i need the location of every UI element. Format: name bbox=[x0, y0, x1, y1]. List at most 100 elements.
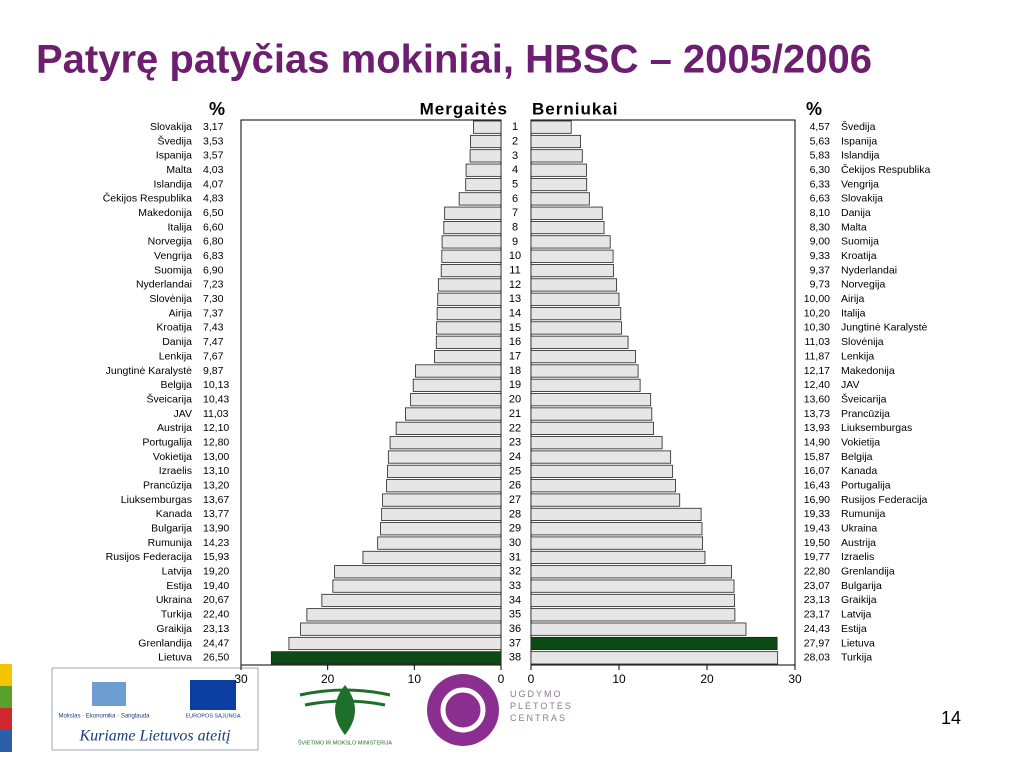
value-label: 16,90 bbox=[804, 494, 830, 506]
value-label: 12,80 bbox=[203, 436, 229, 448]
category-label: Norvegija bbox=[148, 236, 193, 248]
rank-label: 23 bbox=[509, 437, 521, 449]
category-label: Slovakija bbox=[841, 193, 883, 205]
value-label: 11,03 bbox=[805, 336, 831, 348]
bar bbox=[530, 550, 706, 565]
bar bbox=[389, 436, 502, 450]
value-label: 22,80 bbox=[804, 566, 830, 578]
bar bbox=[387, 464, 502, 478]
bar bbox=[334, 565, 502, 579]
value-label: 10,20 bbox=[804, 307, 830, 319]
rank-label: 38 bbox=[509, 652, 521, 664]
bar bbox=[530, 163, 587, 177]
x-tick-label: 10 bbox=[612, 672, 626, 686]
category-label: Lenkija bbox=[159, 350, 192, 362]
bar bbox=[530, 321, 623, 335]
category-label: Danija bbox=[162, 336, 192, 348]
value-label: 24,43 bbox=[804, 623, 830, 635]
rank-label: 2 bbox=[512, 135, 518, 147]
category-label: Malta bbox=[166, 164, 192, 176]
bar bbox=[435, 335, 502, 349]
bar bbox=[530, 393, 652, 407]
value-label: 10,43 bbox=[203, 393, 229, 405]
rank-label: 26 bbox=[509, 480, 521, 492]
bar bbox=[530, 565, 733, 579]
category-label: Islandija bbox=[153, 178, 192, 190]
rank-label: 21 bbox=[509, 408, 521, 420]
value-label: 23,07 bbox=[804, 580, 830, 592]
value-label: 19,50 bbox=[804, 537, 830, 549]
plot-frame bbox=[240, 119, 502, 666]
ministry-label: ŠVIETIMO IR MOKSLO MINISTERIJA bbox=[298, 739, 392, 746]
value-label: 13,00 bbox=[203, 451, 229, 463]
category-label: Islandija bbox=[841, 150, 880, 162]
value-label: 8,30 bbox=[810, 221, 831, 233]
category-label: Šveicarija bbox=[841, 392, 887, 405]
category-label: Švedija bbox=[841, 120, 876, 133]
esf-slogan: Kuriame Lietuvos ateitį bbox=[78, 728, 230, 745]
rank-label: 10 bbox=[509, 250, 521, 262]
category-label: Šveicarija bbox=[146, 392, 192, 405]
value-label: 20,67 bbox=[203, 594, 229, 606]
category-label: Norvegija bbox=[841, 279, 886, 291]
value-label: 16,07 bbox=[804, 465, 830, 477]
value-label: 14,90 bbox=[804, 436, 830, 448]
value-label: 22,40 bbox=[203, 609, 229, 621]
category-label: Belgija bbox=[160, 379, 192, 391]
rank-label: 9 bbox=[512, 236, 518, 248]
slide-title: Patyrę patyčias mokiniai, HBSC – 2005/20… bbox=[36, 38, 872, 82]
value-label: 11,03 bbox=[203, 408, 229, 420]
rank-label: 7 bbox=[512, 207, 518, 219]
rank-label: 35 bbox=[509, 609, 521, 621]
series-title: Berniukai bbox=[532, 99, 618, 118]
value-label: 23,17 bbox=[804, 609, 830, 621]
value-label: 12,10 bbox=[203, 422, 229, 434]
bar bbox=[321, 593, 502, 608]
category-label: Graikija bbox=[841, 594, 877, 606]
value-label: 13,77 bbox=[203, 508, 229, 520]
category-label: Rusijos Federacija bbox=[841, 494, 928, 506]
bar bbox=[437, 292, 502, 306]
value-label: 15,87 bbox=[804, 451, 830, 463]
category-label: Vokietija bbox=[153, 451, 192, 463]
bar bbox=[306, 608, 502, 622]
category-label: JAV bbox=[841, 379, 859, 391]
bar bbox=[436, 307, 502, 321]
value-label: 26,50 bbox=[203, 652, 229, 664]
category-label: Italija bbox=[841, 307, 866, 319]
bar bbox=[530, 464, 673, 478]
value-label: 28,03 bbox=[804, 652, 830, 664]
rank-label: 24 bbox=[509, 451, 521, 463]
value-label: 6,90 bbox=[203, 264, 224, 276]
bar bbox=[530, 436, 663, 450]
value-label: 7,47 bbox=[203, 336, 224, 348]
x-tick-label: 20 bbox=[700, 672, 714, 686]
bar bbox=[395, 421, 502, 435]
value-label: 6,30 bbox=[810, 164, 831, 176]
category-label: Estija bbox=[841, 623, 867, 635]
value-label: 4,57 bbox=[810, 121, 831, 133]
rank-label: 6 bbox=[512, 193, 518, 205]
page-number: 14 bbox=[941, 708, 961, 728]
strip bbox=[0, 664, 12, 686]
category-label: Grenlandija bbox=[841, 566, 895, 578]
eu-label: EUROPOS SĄJUNGA bbox=[185, 713, 240, 719]
value-label: 14,23 bbox=[203, 537, 229, 549]
upc-label: UGDYMO PLĖTOTĖS CENTRAS bbox=[510, 689, 573, 723]
value-label: 12,40 bbox=[804, 379, 830, 391]
unit-label: % bbox=[209, 99, 225, 119]
rank-label: 11 bbox=[509, 264, 520, 276]
value-label: 19,40 bbox=[203, 580, 229, 592]
value-label: 7,43 bbox=[203, 322, 224, 334]
value-label: 3,53 bbox=[203, 135, 224, 147]
plot-frame bbox=[530, 119, 796, 666]
value-label: 7,67 bbox=[203, 350, 224, 362]
bar bbox=[530, 292, 620, 306]
value-label: 9,00 bbox=[810, 236, 831, 248]
category-label: Ukraina bbox=[841, 523, 877, 535]
bar bbox=[530, 536, 704, 550]
category-label: Malta bbox=[841, 221, 867, 233]
bar bbox=[387, 450, 502, 464]
category-label: Prancūzija bbox=[841, 408, 890, 420]
strip bbox=[0, 730, 12, 752]
